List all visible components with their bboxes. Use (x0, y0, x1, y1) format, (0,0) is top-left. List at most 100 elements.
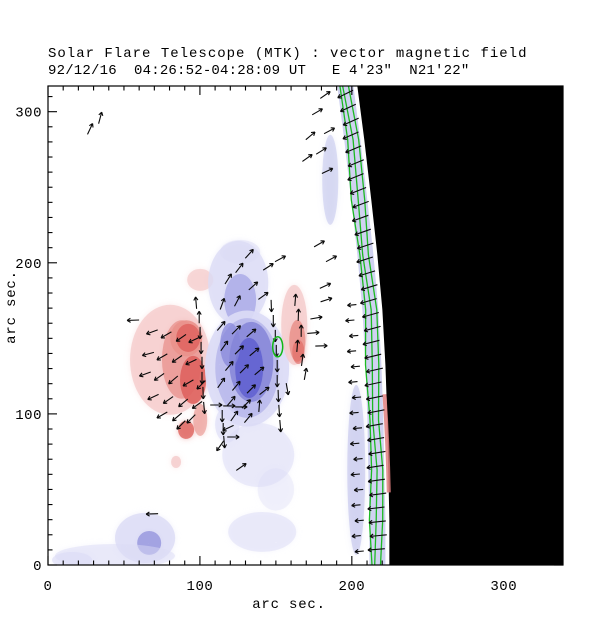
vector-arrow (200, 386, 206, 400)
vector-arrow (210, 402, 223, 408)
vector-arrow (298, 324, 304, 337)
vector-arrow (168, 375, 179, 385)
vector-arrow (347, 302, 357, 308)
vector-arrow (354, 518, 364, 524)
vector-arrow (368, 519, 386, 525)
polarity-blob (347, 384, 366, 556)
x-tick-label: 100 (187, 579, 214, 595)
vector-arrow (138, 371, 151, 378)
vector-arrow (305, 131, 316, 141)
vector-arrow (141, 351, 155, 358)
vector-arrow (320, 296, 333, 303)
vector-arrow (303, 367, 309, 380)
vector-arrow (193, 296, 199, 309)
vector-arrow (235, 462, 247, 471)
vector-arrow (347, 173, 364, 182)
vector-arrow (295, 308, 301, 321)
vector-arrow (182, 379, 194, 387)
vector-arrow (348, 379, 358, 385)
plot-subtitle: 92/12/16 04:26:52-04:28:09 UT E 4'23" N2… (48, 63, 470, 79)
vector-arrow (352, 200, 369, 209)
vector-arrow (268, 299, 274, 313)
vector-arrow (175, 333, 187, 342)
vector-arrow (364, 353, 382, 360)
vector-arrow (153, 372, 165, 381)
vector-arrow (323, 127, 336, 135)
vector-arrow (178, 398, 189, 408)
vector-arrow (311, 108, 323, 116)
polarity-blob (51, 552, 93, 565)
vector-arrow (231, 325, 242, 335)
vector-arrow (223, 403, 236, 409)
vector-arrow (350, 364, 360, 370)
vector-arrow (347, 159, 365, 168)
vector-arrow (350, 471, 360, 477)
vector-arrow (246, 328, 257, 338)
vector-arrow (285, 383, 291, 396)
vector-arrow (220, 423, 226, 436)
vector-arrow (351, 214, 369, 223)
vector-arrow (224, 273, 232, 285)
vector-arrow (364, 381, 382, 388)
vector-arrow (351, 394, 362, 400)
vector-arrow (313, 240, 325, 248)
polarity-blob (257, 468, 295, 511)
vector-arrow (230, 410, 239, 422)
vector-arrow (349, 441, 360, 447)
vector-arrow (293, 293, 299, 306)
vector-arrow (239, 364, 250, 374)
vector-arrow (369, 492, 387, 498)
vector-arrow (196, 310, 202, 324)
y-tick-label: 300 (15, 106, 42, 122)
vector-arrow (342, 131, 359, 140)
vector-arrow (368, 450, 386, 457)
vector-arrow (231, 380, 241, 391)
polarity-blob (220, 322, 241, 368)
polarity-blob (193, 403, 208, 436)
vector-arrow (171, 412, 183, 422)
vector-arrow (365, 395, 384, 402)
vector-arrow (352, 425, 363, 431)
vector-arrow (354, 228, 371, 237)
vector-arrow (234, 295, 241, 307)
vector-arrow (216, 320, 226, 331)
vector-arrow (351, 533, 361, 539)
vector-arrow (278, 419, 284, 433)
vector-arrow (162, 396, 174, 404)
vector-arrow (348, 333, 359, 339)
polarity-blob (322, 134, 339, 225)
vector-arrow (339, 103, 357, 113)
vector-arrow (362, 311, 379, 319)
vector-arrow (224, 360, 234, 371)
vector-arrow (156, 353, 168, 361)
vector-arrow (198, 341, 204, 355)
vector-arrow (367, 437, 385, 443)
vector-arrow (363, 325, 381, 333)
vector-arrow (188, 336, 200, 344)
vector-arrow (310, 314, 323, 320)
vector-arrow (274, 375, 280, 388)
vector-arrow (234, 345, 245, 355)
vector-arrow (321, 167, 334, 174)
vector-arrow (356, 256, 374, 264)
vector-arrow (342, 117, 359, 127)
green-ellipse-annotation (271, 336, 284, 358)
vector-arrow (319, 90, 331, 99)
vector-arrow (275, 389, 281, 403)
vector-arrow (346, 348, 357, 354)
plot-title: Solar Flare Telescope (MTK) : vector mag… (48, 46, 528, 62)
vector-arrow-layer (87, 89, 387, 554)
vector-arrow (315, 147, 327, 155)
axis-ticks (47, 86, 563, 566)
vector-arrow (315, 343, 328, 349)
vector-arrow (349, 186, 367, 195)
vector-arrow (160, 331, 172, 339)
vector-arrow (186, 414, 196, 424)
vector-arrow (365, 367, 384, 374)
vector-arrow (362, 339, 380, 347)
vector-arrow (270, 315, 276, 328)
vector-arrow (358, 270, 376, 278)
vector-arrow (259, 386, 270, 396)
x-tick-label: 300 (490, 579, 517, 595)
